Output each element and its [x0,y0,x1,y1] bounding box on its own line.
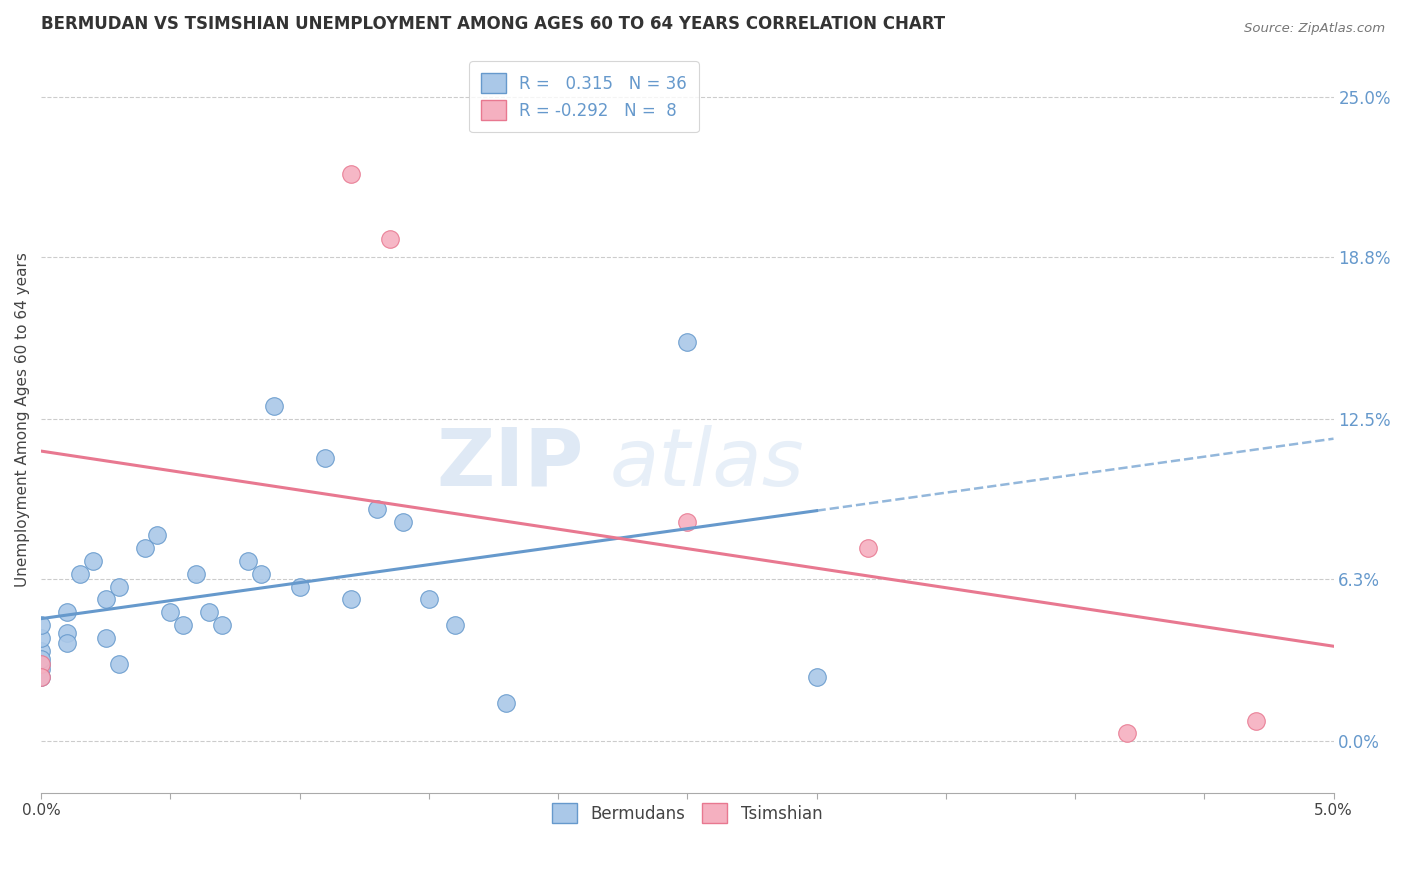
Point [858,541,880,555]
Point [1115,726,1137,740]
Point [443,618,465,632]
Point [495,696,517,710]
Point [314,450,336,465]
Point [186,566,208,581]
Point [30,618,52,632]
Point [340,592,363,607]
Point [56,636,79,650]
Point [82,554,104,568]
Point [392,515,415,529]
Text: Source: ZipAtlas.com: Source: ZipAtlas.com [1244,22,1385,36]
Point [418,592,440,607]
Point [107,580,129,594]
Text: ZIP: ZIP [437,425,583,503]
Point [56,626,79,640]
Point [1244,714,1267,728]
Point [366,502,388,516]
Point [288,580,311,594]
Point [806,670,828,684]
Point [30,670,52,684]
Y-axis label: Unemployment Among Ages 60 to 64 years: Unemployment Among Ages 60 to 64 years [15,252,30,587]
Point [159,605,181,619]
Point [30,651,52,665]
Point [30,657,52,671]
Legend: Bermudans, Tsimshian: Bermudans, Tsimshian [538,789,835,837]
Point [107,657,129,671]
Point [378,232,401,246]
Point [676,334,699,349]
Point [146,528,169,542]
Point [172,618,194,632]
Point [236,554,259,568]
Point [69,566,91,581]
Point [676,515,699,529]
Text: atlas: atlas [610,425,804,503]
Point [30,631,52,645]
Point [250,566,273,581]
Point [30,670,52,684]
Point [30,657,52,671]
Point [340,168,363,182]
Text: BERMUDAN VS TSIMSHIAN UNEMPLOYMENT AMONG AGES 60 TO 64 YEARS CORRELATION CHART: BERMUDAN VS TSIMSHIAN UNEMPLOYMENT AMONG… [41,15,945,33]
Point [94,631,117,645]
Point [211,618,233,632]
Point [263,399,285,413]
Point [94,592,117,607]
Point [56,605,79,619]
Point [198,605,221,619]
Point [30,644,52,658]
Point [30,662,52,676]
Point [134,541,156,555]
